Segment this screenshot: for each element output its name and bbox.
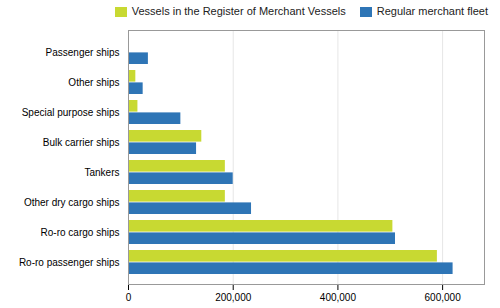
svg-text:Other ships: Other ships <box>68 77 119 88</box>
svg-text:Special purpose ships: Special purpose ships <box>22 107 120 118</box>
svg-text:400,000: 400,000 <box>320 292 357 303</box>
svg-text:200,000: 200,000 <box>215 292 252 303</box>
svg-text:Passenger ships: Passenger ships <box>46 47 120 58</box>
html-text:Regular merchant fleet: Regular merchant fleet <box>376 5 488 17</box>
svg-text:Ro-ro cargo ships: Ro-ro cargo ships <box>41 227 120 238</box>
html-text:Vessels in the Register of Mer: Vessels in the Register of Merchant Vess… <box>131 5 346 17</box>
svg-text:0: 0 <box>126 292 132 303</box>
svg-text:Tankers: Tankers <box>84 167 119 178</box>
svg-text:Ro-ro passenger ships: Ro-ro passenger ships <box>19 257 120 268</box>
svg-text:Other dry cargo ships: Other dry cargo ships <box>24 197 120 208</box>
svg-text:Bulk carrier ships: Bulk carrier ships <box>43 137 120 148</box>
svg-text:600,000: 600,000 <box>425 292 462 303</box>
